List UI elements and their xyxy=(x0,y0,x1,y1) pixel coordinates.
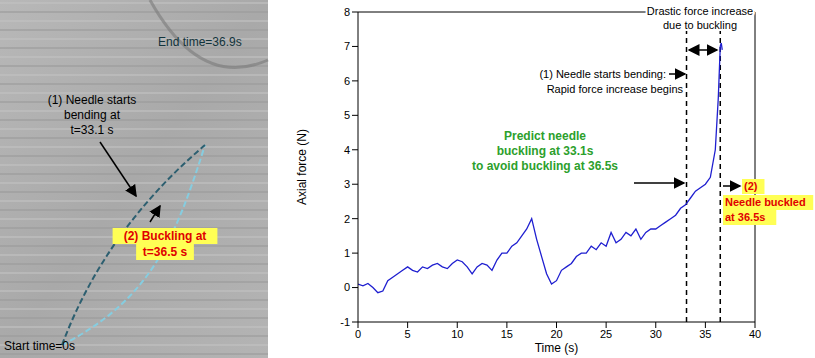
svg-text:0: 0 xyxy=(355,328,361,340)
svg-text:t=36.5 s: t=36.5 s xyxy=(143,245,188,259)
svg-text:(2): (2) xyxy=(744,180,758,192)
svg-text:bending at: bending at xyxy=(64,108,121,122)
svg-text:buckling at 33.1s: buckling at 33.1s xyxy=(497,144,594,158)
svg-text:25: 25 xyxy=(600,328,612,340)
svg-text:Start time=0s: Start time=0s xyxy=(4,339,75,353)
svg-text:at 36.5s: at 36.5s xyxy=(725,211,765,223)
svg-text:Axial force (N): Axial force (N) xyxy=(295,129,309,205)
svg-text:35: 35 xyxy=(699,328,711,340)
svg-text:Predict needle: Predict needle xyxy=(504,129,586,143)
svg-text:20: 20 xyxy=(550,328,562,340)
svg-text:t=33.1 s: t=33.1 s xyxy=(70,123,113,137)
svg-text:15: 15 xyxy=(501,328,513,340)
svg-text:6: 6 xyxy=(344,75,350,87)
svg-text:10: 10 xyxy=(451,328,463,340)
svg-text:to avoid buckling at 36.5s: to avoid buckling at 36.5s xyxy=(472,159,618,173)
svg-text:40: 40 xyxy=(749,328,761,340)
svg-text:0: 0 xyxy=(344,281,350,293)
svg-text:Drastic force increase: Drastic force increase xyxy=(647,5,753,17)
svg-text:1: 1 xyxy=(344,247,350,259)
svg-text:due to buckling: due to buckling xyxy=(663,19,737,31)
svg-text:5: 5 xyxy=(344,109,350,121)
svg-text:3: 3 xyxy=(344,178,350,190)
svg-text:Rapid force increase begins: Rapid force increase begins xyxy=(547,83,684,95)
svg-text:7: 7 xyxy=(344,40,350,52)
svg-text:4: 4 xyxy=(344,144,350,156)
svg-text:-1: -1 xyxy=(340,316,350,328)
svg-text:Time (s): Time (s) xyxy=(535,341,579,355)
svg-text:30: 30 xyxy=(650,328,662,340)
svg-text:(1) Needle starts bending:: (1) Needle starts bending: xyxy=(539,68,666,80)
svg-text:(1) Needle starts: (1) Needle starts xyxy=(48,93,137,107)
svg-text:5: 5 xyxy=(405,328,411,340)
svg-text:8: 8 xyxy=(344,6,350,18)
svg-text:(2) Buckling at: (2) Buckling at xyxy=(124,229,207,243)
svg-text:Needle buckled: Needle buckled xyxy=(725,196,806,208)
svg-text:End time=36.9s: End time=36.9s xyxy=(158,35,242,49)
svg-text:2: 2 xyxy=(344,213,350,225)
